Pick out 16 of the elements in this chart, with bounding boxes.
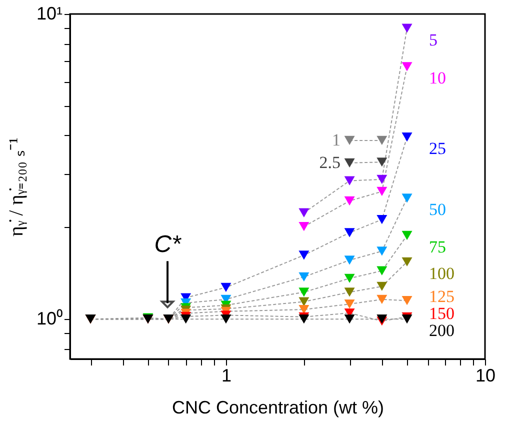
- y-tick-label: 10⁰: [36, 308, 62, 329]
- series-label: 200: [429, 321, 455, 340]
- series-label: 5: [429, 30, 438, 50]
- series-label: 50: [429, 200, 446, 220]
- series-label: 1: [332, 130, 341, 150]
- y-tick-label: 10¹: [36, 4, 63, 24]
- x-axis-title: CNC Concentration (wt %): [172, 398, 384, 418]
- series-label: 125: [429, 287, 455, 306]
- series-label: 75: [429, 237, 446, 256]
- series-label: 25: [429, 139, 446, 158]
- series-label: 10: [429, 68, 446, 88]
- annotation: C*: [154, 231, 182, 258]
- series-label: 150: [429, 304, 455, 324]
- series-label: 2.5: [319, 152, 341, 172]
- series-label: 100: [429, 264, 455, 283]
- y-axis-title: ηᵧ̇ / ηᵧ̇₌₂₀₀ ₛ⁻¹: [5, 138, 28, 236]
